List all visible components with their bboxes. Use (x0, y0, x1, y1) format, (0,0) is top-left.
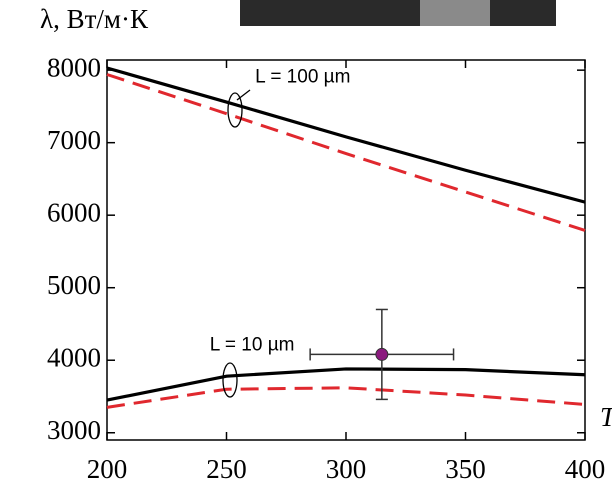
series-line (106, 73, 586, 232)
series-line (106, 386, 586, 409)
series-line (106, 66, 586, 204)
annotation: L = 100 µm (255, 66, 350, 87)
data-point (375, 347, 389, 361)
curve-marker (227, 92, 243, 128)
x-tick-label: 250 (206, 454, 247, 484)
x-tick-label: 350 (445, 454, 486, 484)
photo-fragment (420, 0, 490, 26)
y-tick-label: 3000 (47, 415, 101, 445)
y-tick-label: 8000 (47, 52, 101, 82)
curve-marker (236, 89, 251, 101)
y-tick-label: 5000 (47, 270, 101, 300)
y-axis-label: λ, Вт/м·К (40, 4, 149, 34)
plot-frame (106, 59, 586, 441)
y-tick-label: 4000 (47, 342, 101, 372)
curve-marker (222, 362, 238, 398)
x-axis-label: T (600, 402, 612, 432)
x-tick-label: 400 (565, 454, 606, 484)
series-line (106, 367, 586, 402)
y-tick-label: 7000 (47, 125, 101, 155)
annotation: L = 10 µm (210, 335, 295, 356)
photo-fragment (240, 0, 556, 26)
x-tick-label: 300 (326, 454, 367, 484)
y-tick-label: 6000 (47, 197, 101, 227)
x-tick-label: 200 (87, 454, 128, 484)
